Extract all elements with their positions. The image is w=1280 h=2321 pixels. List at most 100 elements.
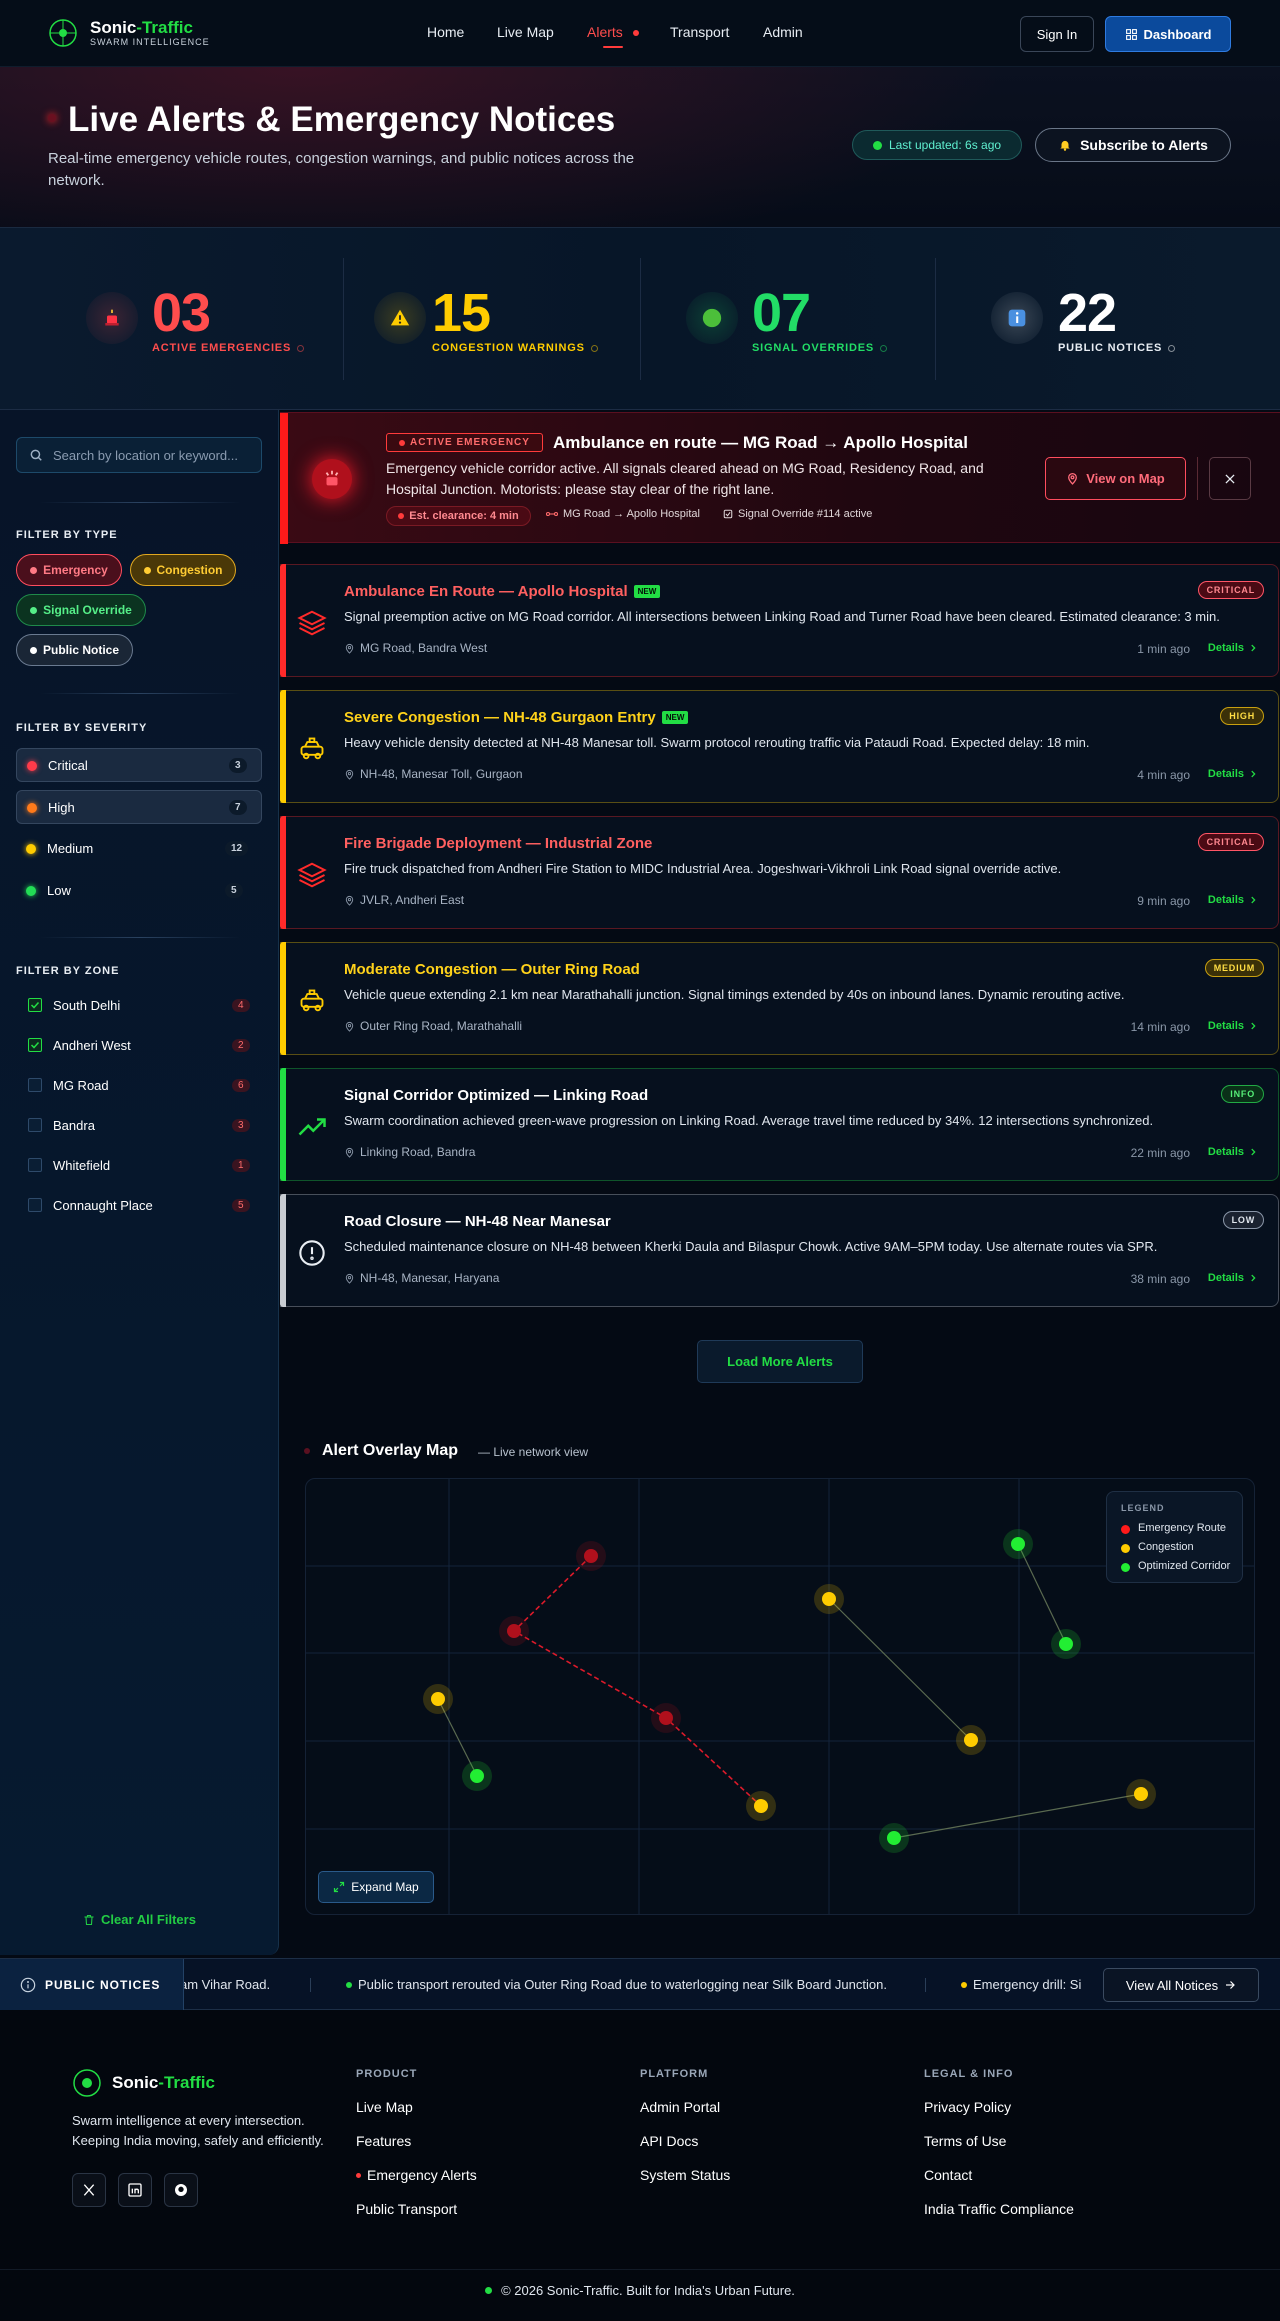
details-link[interactable]: Details	[1208, 894, 1258, 906]
details-link[interactable]: Details	[1208, 1020, 1258, 1032]
footer-link[interactable]: Emergency Alerts	[356, 2167, 477, 2183]
type-filter-chip[interactable]: Emergency	[16, 554, 122, 586]
alert-card[interactable]: Fire Brigade Deployment — Industrial Zon…	[280, 816, 1279, 929]
alert-card[interactable]: Severe Congestion — NH-48 Gurgaon Entry N…	[280, 690, 1279, 803]
icon-circle	[82, 2078, 92, 2088]
footer-link[interactable]: Privacy Policy	[924, 2099, 1011, 2115]
footer-link[interactable]: Admin Portal	[640, 2099, 720, 2115]
brand: Sonic-Traffic	[90, 18, 193, 38]
icon-circle	[347, 645, 352, 649]
dismiss-button[interactable]	[1209, 457, 1251, 500]
alert-card[interactable]: Signal Corridor Optimized — Linking Road…	[280, 1068, 1279, 1181]
alert-accent	[280, 1194, 286, 1307]
footer-link-label: India Traffic Compliance	[924, 2201, 1074, 2217]
details-link[interactable]: Details	[1208, 642, 1258, 654]
copyright-text: © 2026 Sonic-Traffic. Built for India's …	[501, 2283, 795, 2298]
zone-label: Andheri West	[53, 1038, 131, 1053]
footer-link[interactable]: System Status	[640, 2167, 730, 2183]
icon-rect	[128, 2183, 142, 2197]
footer-link[interactable]: Features	[356, 2133, 411, 2149]
alert-accent	[280, 816, 286, 929]
sign-in-button[interactable]: Sign In	[1020, 16, 1094, 52]
severity-badge: MEDIUM	[1204, 959, 1264, 977]
zone-filter[interactable]: Whitefield 1	[16, 1155, 262, 1179]
severity-count: 5	[225, 883, 243, 898]
icon-circle	[310, 1256, 314, 1260]
dashboard-icon	[1125, 28, 1138, 41]
icon-path	[345, 769, 354, 780]
map-canvas	[306, 1479, 1254, 1914]
nav-link[interactable]: Live Map	[497, 24, 554, 40]
social-link[interactable]	[118, 2173, 152, 2207]
logo-icon	[48, 18, 78, 48]
severity-label: High	[48, 800, 75, 815]
footer-link[interactable]: Contact	[924, 2167, 972, 2183]
nav-link[interactable]: Transport	[670, 24, 730, 40]
clear-filters[interactable]: Clear All Filters	[0, 1912, 279, 1927]
chevron-icon	[1248, 895, 1258, 905]
details-link[interactable]: Details	[1208, 1146, 1258, 1158]
subscribe-button[interactable]: Subscribe to Alerts	[1035, 128, 1231, 162]
icon-svg	[345, 1147, 354, 1158]
stat-icon	[374, 292, 426, 344]
severity-filter[interactable]: Low 5	[16, 874, 262, 908]
icon-polyline	[30, 1001, 40, 1009]
icon-path	[134, 2188, 139, 2194]
zone-checkbox	[28, 998, 42, 1012]
social-link[interactable]	[72, 2173, 106, 2207]
legend-label: Optimized Corridor	[1138, 1560, 1231, 1572]
alert-title: Road Closure — NH-48 Near Manesar	[344, 1213, 611, 1230]
social-link[interactable]	[164, 2173, 198, 2207]
footer-link[interactable]: Live Map	[356, 2099, 413, 2115]
route-icon	[546, 509, 558, 519]
icon-svg	[702, 308, 722, 328]
alert-accent	[280, 564, 286, 677]
alert-accent	[280, 942, 286, 1055]
zone-checkbox	[28, 1078, 42, 1092]
type-filter-chip[interactable]: Public Notice	[16, 634, 133, 666]
zone-filter[interactable]: MG Road 6	[16, 1075, 262, 1099]
view-on-map-button[interactable]: View on Map	[1045, 457, 1186, 500]
zone-filter[interactable]: Andheri West 2	[16, 1035, 262, 1059]
icon-circle	[347, 1023, 352, 1027]
banner-text: Emergency vehicle corridor active. All s…	[386, 460, 984, 497]
details-link[interactable]: Details	[1208, 1272, 1258, 1284]
expand-map-button[interactable]: Expand Map	[318, 1871, 434, 1903]
severity-filter[interactable]: High 7	[16, 790, 262, 824]
type-filter-chip[interactable]: Signal Override	[16, 594, 146, 626]
nav-link[interactable]: Alerts	[587, 24, 639, 48]
alert-location: NH-48, Manesar Toll, Gurgaon	[344, 767, 523, 781]
severity-filter[interactable]: Medium 12	[16, 832, 262, 866]
zone-count: 1	[232, 1159, 250, 1172]
page-title: Live Alerts & Emergency Notices	[68, 100, 616, 139]
zone-filter[interactable]: South Delhi 4	[16, 995, 262, 1019]
type-filter-chip[interactable]: Congestion	[130, 554, 236, 586]
chevron-icon	[1248, 1273, 1258, 1283]
dashboard-button[interactable]: Dashboard	[1105, 16, 1231, 52]
zone-filter[interactable]: Bandra 3	[16, 1115, 262, 1139]
details-label: Details	[1207, 894, 1244, 906]
alert-card[interactable]: Road Closure — NH-48 Near Manesar LOW Sche…	[280, 1194, 1279, 1307]
load-more-button[interactable]: Load More Alerts	[697, 1340, 863, 1383]
nav-link[interactable]: Admin	[763, 24, 803, 40]
footer-link[interactable]: Public Transport	[356, 2201, 457, 2217]
alert-location: Outer Ring Road, Marathahalli	[344, 1019, 522, 1033]
icon-rect	[1125, 34, 1131, 40]
nav-link[interactable]: Home	[427, 24, 465, 40]
footer-link[interactable]: Terms of Use	[924, 2133, 1006, 2149]
alert-card[interactable]: Moderate Congestion — Outer Ring Road MED…	[280, 942, 1279, 1055]
details-link[interactable]: Details	[1208, 768, 1258, 780]
alert-card[interactable]: Ambulance En Route — Apollo Hospital NEW C…	[280, 564, 1279, 677]
alert-title: Fire Brigade Deployment — Industrial Zon…	[344, 835, 653, 852]
alert-accent	[280, 690, 286, 803]
icon-svg	[345, 895, 354, 906]
zone-filter[interactable]: Connaught Place 5	[16, 1195, 262, 1219]
icon-svg	[297, 610, 327, 636]
override-label: Signal Override #114 active	[738, 508, 873, 520]
search-input[interactable]: Search by location or keyword...	[16, 437, 262, 473]
view-all-notices[interactable]: View All Notices	[1103, 1968, 1259, 2002]
footer-link[interactable]: API Docs	[640, 2133, 698, 2149]
footer-link[interactable]: India Traffic Compliance	[924, 2201, 1074, 2217]
severity-filter[interactable]: Critical 3	[16, 748, 262, 782]
